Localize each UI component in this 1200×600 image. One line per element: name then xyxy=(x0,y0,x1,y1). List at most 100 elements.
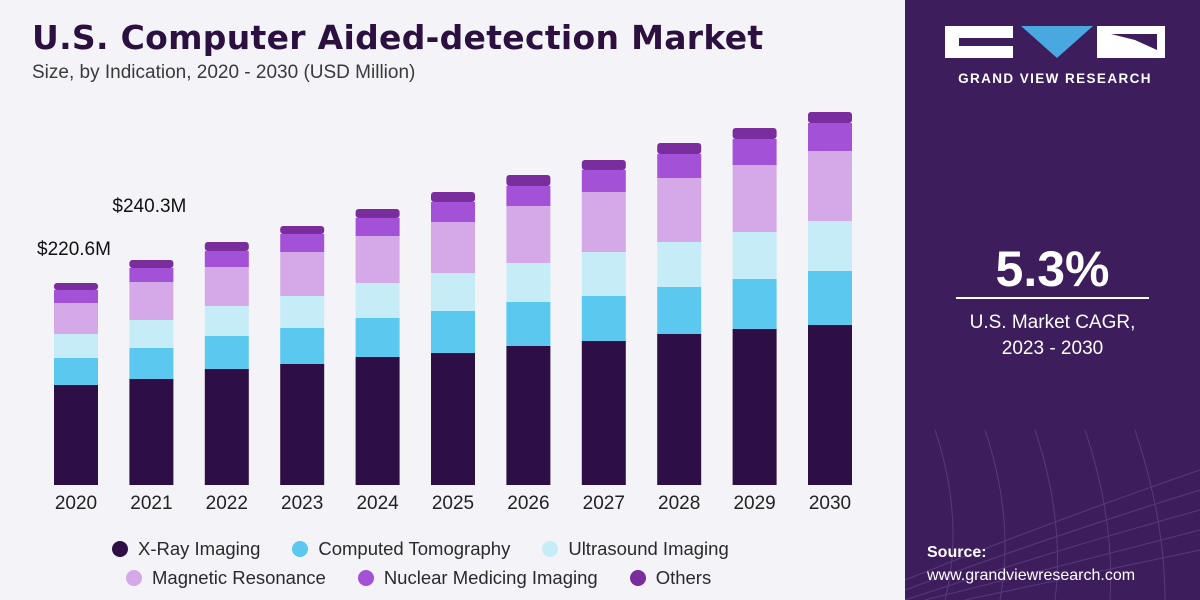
bar-segment-2028-2 xyxy=(657,242,702,287)
legend-item: Ultrasound Imaging xyxy=(542,537,729,560)
sidebar-panel: GRAND VIEW RESEARCH 5.3% U.S. Market CAG… xyxy=(905,0,1200,600)
bar-segment-2026-2 xyxy=(506,263,551,302)
bar-segment-2022-4 xyxy=(204,251,249,267)
bar-segment-2025-5 xyxy=(431,192,475,202)
bar-segment-2028-0 xyxy=(657,334,702,485)
data-label: $220.6M xyxy=(37,239,111,260)
legend-swatch xyxy=(629,569,646,586)
legend-label: Nuclear Medicing Imaging xyxy=(383,566,598,588)
bar-segment-2024-5 xyxy=(355,209,400,218)
bar-segment-2021-0 xyxy=(129,379,174,485)
bar-segment-2027-5 xyxy=(581,160,626,170)
legend-swatch xyxy=(357,569,374,586)
bar-segment-2028-5 xyxy=(657,143,702,154)
x-tick-label: 2030 xyxy=(809,493,851,514)
x-tick-label: 2021 xyxy=(130,493,172,514)
bar-segment-2023-0 xyxy=(280,364,325,485)
chart-subtitle: Size, by Indication, 2020 - 2030 (USD Mi… xyxy=(32,62,416,83)
bar-segment-2029-2 xyxy=(732,232,777,279)
bar-segment-2030-4 xyxy=(808,123,852,151)
bar-segment-2027-0 xyxy=(581,341,626,485)
chart-legend: X-Ray Imaging Computed Tomography Ultrasou… xyxy=(112,534,812,592)
source-link[interactable]: www.grandviewresearch.com xyxy=(927,567,1136,584)
legend-swatch xyxy=(126,569,142,586)
bar-segment-2030-3 xyxy=(808,151,852,221)
bar-segment-2020-0 xyxy=(54,385,98,485)
x-tick-label: 2025 xyxy=(432,493,474,514)
bar-segment-2023-3 xyxy=(280,252,325,296)
bar-segment-2028-3 xyxy=(657,178,702,242)
x-tick-label: 2023 xyxy=(281,493,323,514)
cagr-divider xyxy=(956,297,1149,299)
bar-segment-2029-4 xyxy=(732,139,777,165)
legend-swatch xyxy=(542,540,559,557)
bar-segment-2022-0 xyxy=(204,369,249,485)
legend-row: Magnetic Resonance Nuclear Medicing Imagi… xyxy=(112,563,812,592)
bar-segment-2025-2 xyxy=(431,273,475,311)
bar-segment-2021-2 xyxy=(129,320,174,348)
bar-segment-2030-1 xyxy=(808,271,852,325)
x-tick-label: 2028 xyxy=(658,493,700,514)
legend-item: Nuclear Medicing Imaging xyxy=(357,566,598,589)
legend-label: Ultrasound Imaging xyxy=(568,537,729,559)
x-tick-label: 2026 xyxy=(507,493,549,514)
bar-segment-2029-5 xyxy=(732,128,777,139)
bar-segment-2029-3 xyxy=(732,165,777,232)
cagr-label: U.S. Market CAGR, 2023 - 2030 xyxy=(905,310,1200,362)
legend-label: Computed Tomography xyxy=(318,537,511,559)
bar-segment-2023-1 xyxy=(280,328,325,364)
legend-label: Others xyxy=(655,566,712,588)
bar-segment-2026-5 xyxy=(506,175,551,186)
bar-segment-2021-5 xyxy=(129,260,174,268)
bar-segment-2021-1 xyxy=(129,348,174,379)
bar-segment-2024-2 xyxy=(355,283,400,318)
bar-segment-2020-2 xyxy=(54,334,98,358)
legend-item: X-Ray Imaging xyxy=(112,538,260,560)
bar-segment-2026-1 xyxy=(506,302,551,346)
bar-segment-2026-4 xyxy=(506,186,551,206)
bar-segment-2021-4 xyxy=(129,268,174,282)
source-label: Source: xyxy=(927,544,987,561)
bar-segment-2022-5 xyxy=(204,242,249,251)
legend-swatch xyxy=(112,540,128,557)
bar-segment-2024-3 xyxy=(355,236,400,283)
bar-segment-2022-1 xyxy=(204,336,249,369)
legend-item: Computed Tomography xyxy=(292,538,510,560)
bar-segment-2027-3 xyxy=(581,192,626,252)
bar-segment-2020-5 xyxy=(54,283,98,290)
x-tick-label: 2029 xyxy=(733,493,775,514)
bar-segment-2029-0 xyxy=(732,329,777,485)
bar-segment-2022-3 xyxy=(204,267,249,306)
x-tick-label: 2020 xyxy=(55,493,97,514)
decorative-grid xyxy=(905,430,1200,600)
chart-title: U.S. Computer Aided-detection Market xyxy=(32,18,764,57)
bar-segment-2020-3 xyxy=(54,303,98,334)
bar-segment-2024-0 xyxy=(355,357,400,485)
legend-row: X-Ray Imaging Computed Tomography Ultrasou… xyxy=(112,534,812,563)
bar-segment-2025-3 xyxy=(431,222,475,273)
bar-segment-2021-3 xyxy=(129,282,174,320)
brand-logo: GRAND VIEW RESEARCH xyxy=(945,26,1165,86)
x-tick-label: 2027 xyxy=(583,493,625,514)
cagr-label-line2: 2023 - 2030 xyxy=(1001,338,1104,359)
data-label: $240.3M xyxy=(112,196,186,217)
bar-segment-2030-0 xyxy=(808,325,852,485)
x-tick-label: 2024 xyxy=(356,493,399,514)
cagr-label-line1: U.S. Market CAGR, xyxy=(969,312,1136,333)
bar-segment-2027-2 xyxy=(581,252,626,296)
bar-segment-2020-1 xyxy=(54,358,98,385)
logo-mark xyxy=(945,26,1165,58)
bar-segment-2027-4 xyxy=(581,170,626,192)
bar-segment-2030-2 xyxy=(808,221,852,271)
bar-segment-2025-4 xyxy=(431,202,475,222)
bar-segment-2024-4 xyxy=(355,218,400,236)
bar-segment-2029-1 xyxy=(732,279,777,329)
bar-segment-2023-2 xyxy=(280,296,325,328)
legend-label: X-Ray Imaging xyxy=(138,537,261,559)
bar-segment-2028-1 xyxy=(657,287,702,334)
bar-segment-2028-4 xyxy=(657,154,702,178)
bar-segment-2023-5 xyxy=(280,226,325,234)
bar-segment-2030-5 xyxy=(808,112,852,123)
cagr-value: 5.3% xyxy=(995,241,1110,297)
bar-segment-2025-1 xyxy=(431,311,475,353)
